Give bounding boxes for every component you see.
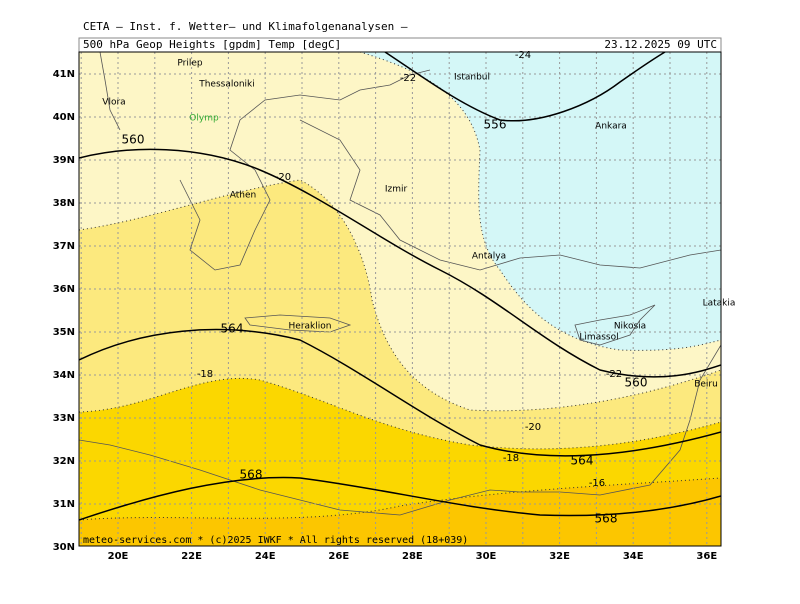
place-label: Olymp xyxy=(189,114,219,124)
place-label: Thessaloniki xyxy=(198,80,255,90)
temp-label: -22 xyxy=(606,369,622,380)
lat-label: 32N xyxy=(53,456,75,467)
temp-label: -16 xyxy=(589,478,605,489)
temp-label: -24 xyxy=(515,50,531,61)
lon-label: 30E xyxy=(476,551,497,562)
height-label: 564 xyxy=(221,322,244,336)
place-label: Latakia xyxy=(703,299,736,309)
lat-label: 33N xyxy=(53,413,75,424)
footer: meteo-services.com * (c)2025 IWKF * All … xyxy=(83,535,468,546)
lon-label: 36E xyxy=(696,551,717,562)
place-label: Beiru xyxy=(694,380,718,390)
lon-label: 22E xyxy=(181,551,202,562)
place-label: Antalya xyxy=(472,252,506,262)
temp-label: -20 xyxy=(525,422,541,433)
height-label: 564 xyxy=(571,454,594,468)
place-label: Istanbul xyxy=(454,73,490,83)
temp-label: -18 xyxy=(197,369,213,380)
height-label: 568 xyxy=(240,468,263,482)
place-label: Vlora xyxy=(102,98,125,108)
place-label: Heraklion xyxy=(289,322,332,332)
map-title: 500 hPa Geop Heights [gpdm] Temp [degC] xyxy=(83,38,341,51)
place-label: Izmir xyxy=(385,185,408,195)
lat-label: 30N xyxy=(53,542,75,553)
place-label: Prilep xyxy=(177,59,203,69)
lon-label: 20E xyxy=(108,551,129,562)
lat-label: 35N xyxy=(53,327,75,338)
lon-label: 34E xyxy=(623,551,644,562)
height-label: 568 xyxy=(595,512,618,526)
place-label: Nikosia xyxy=(614,322,646,332)
lat-label: 37N xyxy=(53,241,75,252)
map-area xyxy=(79,52,721,546)
source-title: CETA — Inst. f. Wetter— und Klimafolgena… xyxy=(83,20,408,33)
map-datetime: 23.12.2025 09 UTC xyxy=(604,38,717,51)
temp-label: -20 xyxy=(275,172,291,183)
lat-label: 39N xyxy=(53,155,75,166)
zone-blue xyxy=(359,52,721,351)
place-label: Limassol xyxy=(579,333,618,343)
temp-label: -18 xyxy=(503,453,519,464)
lat-label: 31N xyxy=(53,499,75,510)
height-label: 560 xyxy=(625,376,648,390)
lat-label: 40N xyxy=(53,112,75,123)
height-label: 556 xyxy=(484,118,507,132)
lat-label: 36N xyxy=(53,284,75,295)
lon-label: 24E xyxy=(255,551,276,562)
height-label: 560 xyxy=(122,133,145,147)
lon-label: 26E xyxy=(328,551,349,562)
lon-label: 32E xyxy=(549,551,570,562)
map-frame xyxy=(78,51,722,547)
grid xyxy=(79,52,721,546)
height-contours xyxy=(79,52,721,521)
temp-label: -22 xyxy=(400,73,416,84)
place-label: Ankara xyxy=(595,122,627,132)
lon-label: 28E xyxy=(402,551,423,562)
lat-label: 41N xyxy=(53,69,75,80)
place-label: Athen xyxy=(230,191,256,201)
zone-orange xyxy=(79,477,721,546)
lat-label: 38N xyxy=(53,198,75,209)
lat-label: 34N xyxy=(53,370,75,381)
